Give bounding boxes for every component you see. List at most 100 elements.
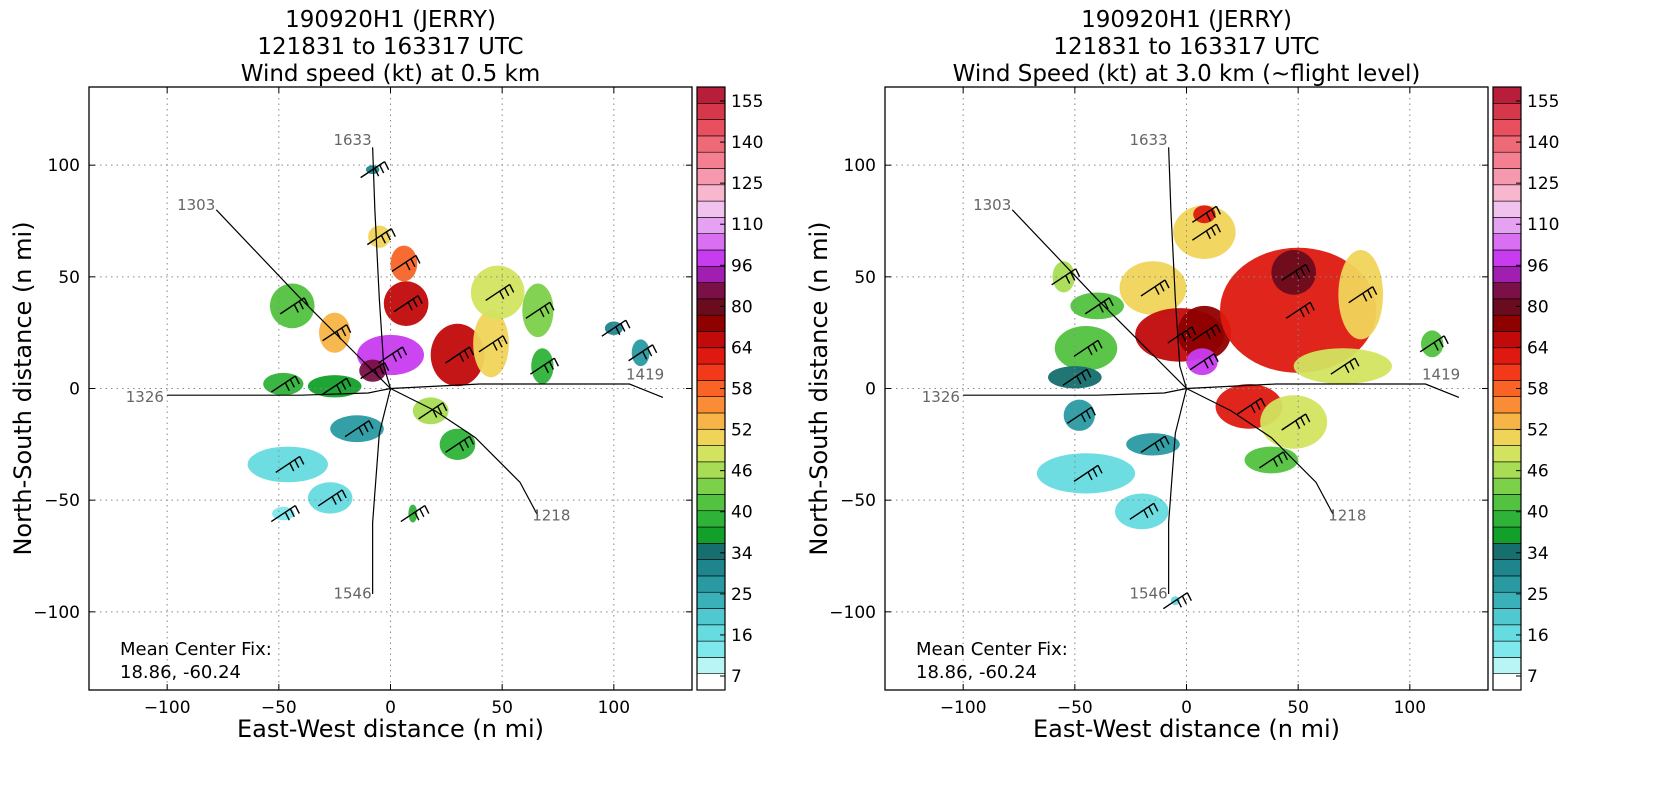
- wind-barb-flag: [463, 439, 470, 448]
- colorbar-bin: [1492, 363, 1522, 381]
- x-tick-label: 0: [1181, 698, 1192, 718]
- wind-barb-flag: [1250, 404, 1256, 414]
- wind-barb: [360, 161, 386, 179]
- wind-barb-flag: [1076, 375, 1082, 385]
- colorbar-bin: [1492, 265, 1522, 283]
- wind-barb-flag: [1153, 503, 1159, 512]
- wind-barb-flag: [1295, 270, 1301, 280]
- flight-track: [963, 147, 1460, 594]
- colorbar-tick-label: 7: [731, 667, 742, 687]
- wind-barb-flag: [463, 349, 470, 359]
- wind-barb-flag: [1186, 329, 1192, 339]
- wind-barb-flag: [1087, 471, 1093, 481]
- colorbar-bin: [1492, 657, 1522, 675]
- wind-barb-flag: [374, 167, 380, 177]
- y-axis-label: North-South distance (n mi): [9, 221, 37, 555]
- track-leg-north: [372, 147, 392, 389]
- wind-barb: [1051, 268, 1077, 286]
- colorbar-tick-label: 64: [1527, 338, 1549, 358]
- colorbar-tick-label: 96: [731, 256, 753, 276]
- wind-barb-flag: [284, 382, 290, 391]
- wind-barb-flag: [1255, 401, 1261, 410]
- wind-barb: [1066, 406, 1092, 424]
- wind-barb: [1281, 413, 1307, 431]
- wind-barb-flag: [363, 423, 369, 433]
- y-tick-label: 0: [865, 380, 876, 400]
- wind-barb-flag: [1208, 356, 1214, 366]
- track-time-label: 1326: [922, 388, 960, 406]
- colorbar-bin: [1492, 102, 1522, 120]
- wind-barb-flag: [379, 164, 385, 174]
- colorbar-bin: [696, 445, 726, 463]
- colorbar-tick-label: 96: [1527, 256, 1549, 276]
- wind-barb-flag: [1065, 275, 1071, 284]
- colorbar-bin: [1492, 543, 1522, 560]
- colorbar-bin: [1492, 428, 1522, 446]
- wind-barb: [1189, 353, 1215, 371]
- colorbar-bin: [696, 135, 726, 153]
- colorbar-bin: [696, 461, 726, 479]
- colorbar-bin: [1492, 151, 1522, 169]
- wind-barb-flag: [548, 361, 554, 370]
- wind-barb-flag: [1097, 465, 1103, 474]
- wind-barb-flag: [1213, 353, 1219, 363]
- wind-barb-flag: [549, 302, 555, 311]
- wind-barb-flag: [1203, 359, 1209, 369]
- wind-barb: [279, 297, 305, 315]
- wind-barb-flag: [1300, 416, 1306, 426]
- x-tick-label: 100: [1394, 698, 1426, 718]
- colorbar-tick-label: 140: [731, 133, 763, 153]
- track-leg-northwest: [215, 209, 391, 389]
- y-tick-label: −50: [840, 491, 876, 511]
- wind-barb-flag: [1210, 227, 1216, 236]
- wind-barb-flag: [341, 327, 347, 337]
- wind-barb-flag: [437, 405, 443, 415]
- wind-barb-flag: [1080, 413, 1086, 423]
- colorbar-bin: [1492, 249, 1522, 267]
- wind-barb: [1191, 223, 1217, 241]
- wind-barb: [1348, 286, 1374, 304]
- colorbar-bin: [696, 396, 726, 414]
- track-leg-east: [390, 383, 664, 398]
- wind-barb-flag: [401, 346, 408, 356]
- wind-barb-flag: [1295, 420, 1301, 429]
- wind-barb-flag: [419, 508, 425, 518]
- track-time-label: 1303: [973, 196, 1011, 214]
- colorbar-bin: [696, 151, 726, 169]
- wind-barb: [1062, 368, 1088, 386]
- wind-barb: [601, 319, 627, 337]
- wind-barb-flag: [331, 496, 337, 505]
- colorbar-tick-label: 155: [731, 92, 763, 112]
- colorbar-bin: [1492, 591, 1522, 609]
- wind-barb-flag: [1205, 212, 1211, 222]
- wind-barb-flag: [625, 319, 631, 329]
- wind-barb-flag: [502, 335, 508, 345]
- track-time-label: 1326: [126, 388, 164, 406]
- wind-barb: [322, 324, 348, 342]
- colorbar-tick-label: 40: [731, 503, 753, 523]
- wind-barb-flag: [384, 161, 390, 170]
- wind-barb-flag: [1344, 364, 1350, 374]
- chart-title-line: 121831 to 163317 UTC: [257, 34, 523, 60]
- wind-barbs: [1051, 205, 1449, 610]
- wind-barb: [1167, 326, 1193, 344]
- wind-barb-flag: [1277, 454, 1283, 464]
- wind-barb-flag: [1075, 268, 1081, 278]
- colorbar-tick-label: 52: [1527, 421, 1549, 441]
- wind-barb-flag: [1438, 338, 1444, 348]
- x-tick-label: 50: [1287, 698, 1309, 718]
- wind-barb: [400, 504, 426, 523]
- wind-barb-flag: [497, 338, 503, 348]
- wind-barb: [344, 420, 370, 438]
- wind-barb-flag: [424, 505, 430, 514]
- wind-barb-flag: [1367, 289, 1373, 299]
- wind-barb-flag: [289, 462, 295, 472]
- wind-barb-flag: [499, 290, 505, 300]
- wind-barb: [378, 346, 403, 364]
- wind-barb-flag: [1148, 506, 1154, 515]
- wind-barb-flag: [1305, 264, 1311, 273]
- colorbar-bin: [696, 363, 726, 381]
- wind-barb-flag: [336, 330, 342, 340]
- colorbar-bin: [1492, 477, 1522, 495]
